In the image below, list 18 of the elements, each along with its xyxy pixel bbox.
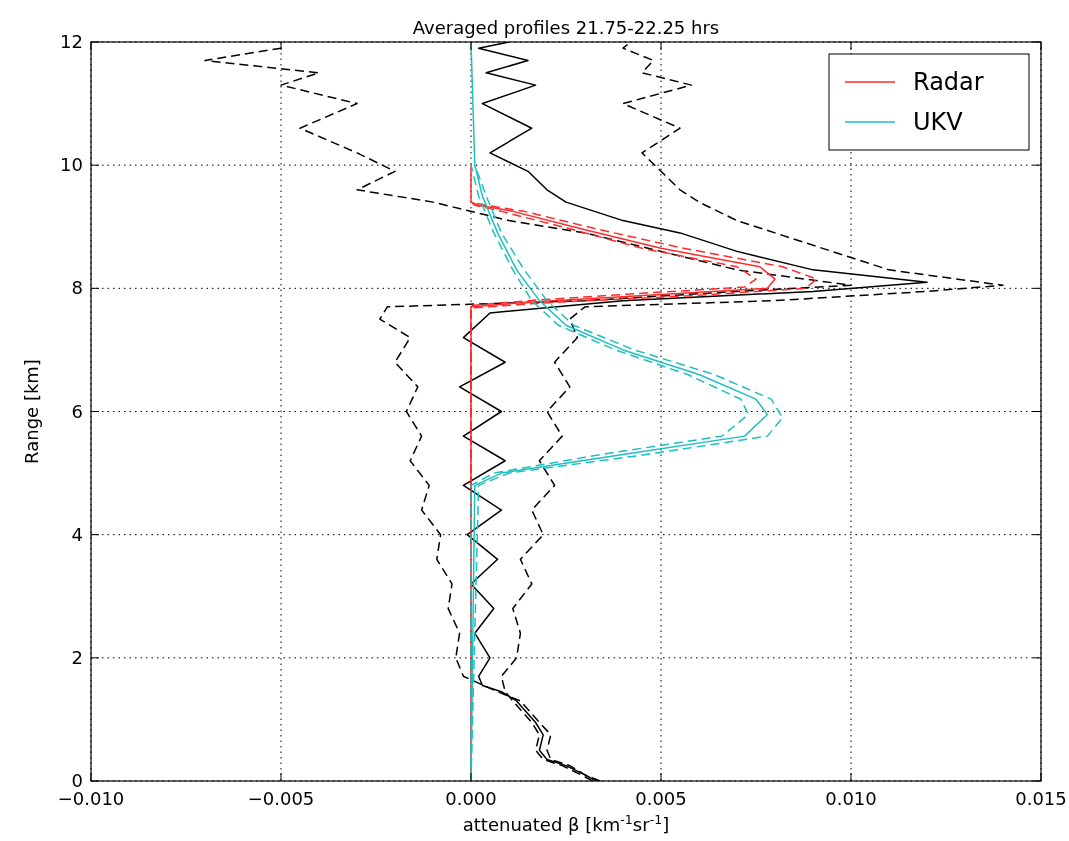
x-tick-label: −0.010 <box>57 788 125 809</box>
y-tick-label: 4 <box>71 523 83 545</box>
legend-label: UKV <box>913 108 964 136</box>
y-axis-title: Range [km] <box>21 359 42 464</box>
y-tick-label: 12 <box>60 31 83 52</box>
x-tick-label: 0.005 <box>635 788 687 809</box>
x-tick-label: 0.015 <box>1015 788 1067 809</box>
y-tick-label: 10 <box>60 154 83 176</box>
y-tick-label: 6 <box>71 400 83 422</box>
x-tick-label: 0.010 <box>825 788 877 809</box>
x-axis-title: attenuated β [km$^{-1}$sr$^{-1}$] <box>462 811 670 835</box>
y-tick-label: 2 <box>71 646 83 668</box>
y-tick-label: 8 <box>71 277 83 299</box>
chart-title: Averaged profiles 21.75-22.25 hrs <box>412 17 720 38</box>
legend-label: Radar <box>913 68 984 96</box>
x-tick-label: −0.005 <box>247 788 315 809</box>
y-tick-label: 0 <box>71 770 83 791</box>
x-tick-label: 0.000 <box>445 788 497 809</box>
